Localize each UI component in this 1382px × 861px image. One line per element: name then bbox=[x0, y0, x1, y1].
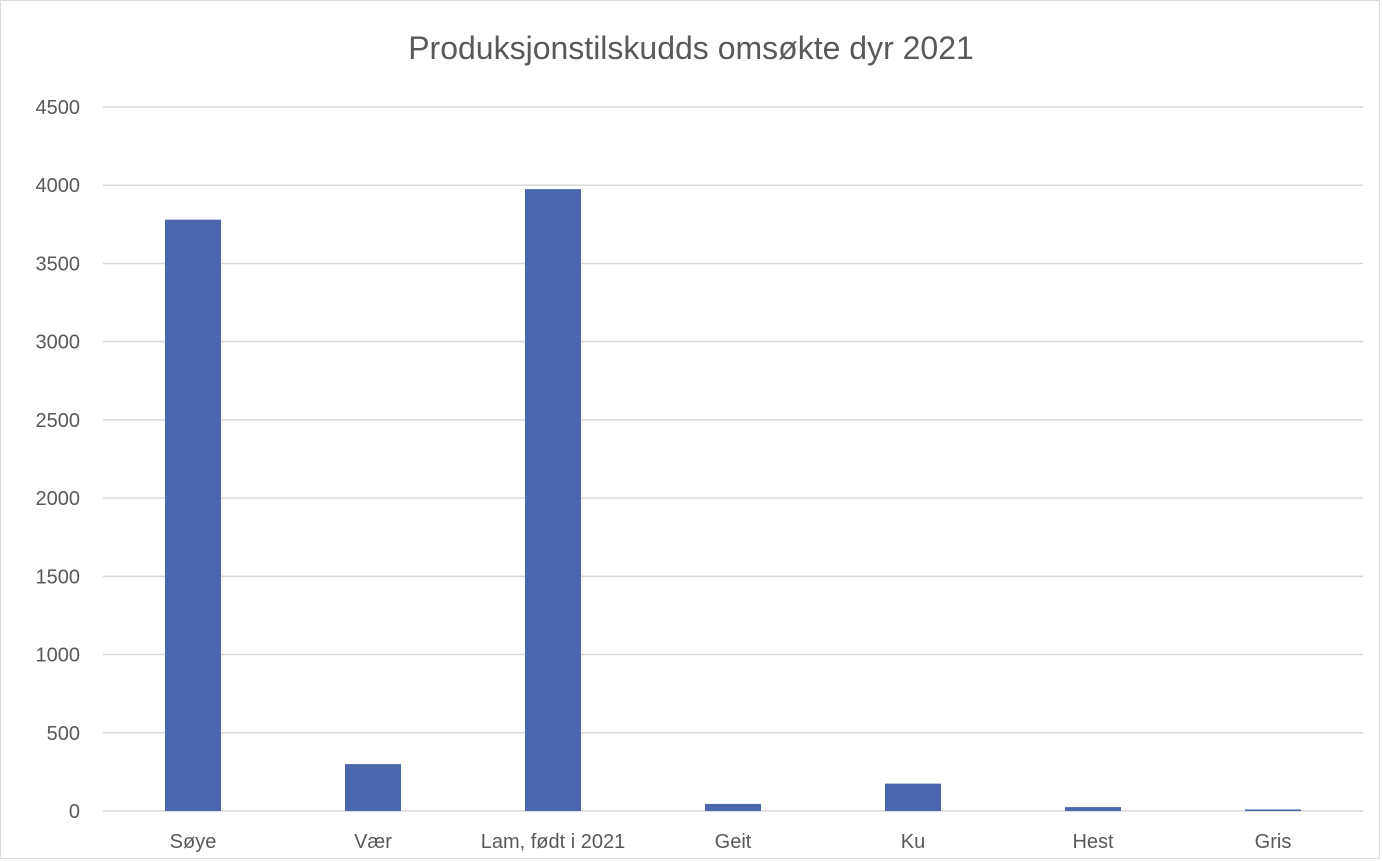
x-tick-label: Hest bbox=[1072, 831, 1114, 853]
bar bbox=[1065, 807, 1121, 811]
x-axis-tick-labels: Søye Vær Lam, født i 2021 Geit Ku Hest Gris bbox=[170, 831, 1292, 853]
y-tick-label: 4000 bbox=[36, 175, 81, 197]
bar bbox=[885, 783, 941, 811]
x-tick-label: Søye bbox=[170, 831, 217, 853]
x-tick-label: Vær bbox=[354, 831, 392, 853]
y-tick-label: 0 bbox=[69, 801, 80, 823]
x-tick-label: Geit bbox=[715, 831, 752, 853]
y-tick-label: 1500 bbox=[36, 566, 81, 588]
bars bbox=[165, 189, 1301, 812]
bar bbox=[525, 189, 581, 812]
y-tick-label: 3000 bbox=[36, 332, 81, 354]
bar bbox=[1245, 809, 1301, 811]
y-tick-label: 2000 bbox=[36, 488, 81, 510]
y-tick-label: 500 bbox=[47, 723, 80, 745]
y-tick-label: 3500 bbox=[36, 253, 81, 275]
bar bbox=[165, 219, 221, 811]
y-axis-tick-labels: 0 500 1000 1500 2000 2500 3000 3500 4000 4500 bbox=[36, 97, 81, 823]
x-tick-label: Ku bbox=[901, 831, 925, 853]
y-tick-label: 1000 bbox=[36, 645, 81, 667]
x-tick-label: Lam, født i 2021 bbox=[481, 831, 626, 853]
y-tick-label: 4500 bbox=[36, 97, 81, 119]
chart-title: Produksjonstilskudds omsøkte dyr 2021 bbox=[408, 30, 974, 66]
x-tick-label: Gris bbox=[1255, 831, 1292, 853]
gridlines bbox=[103, 106, 1363, 812]
bar bbox=[345, 764, 401, 811]
bar bbox=[705, 803, 761, 811]
y-tick-label: 2500 bbox=[36, 410, 81, 432]
